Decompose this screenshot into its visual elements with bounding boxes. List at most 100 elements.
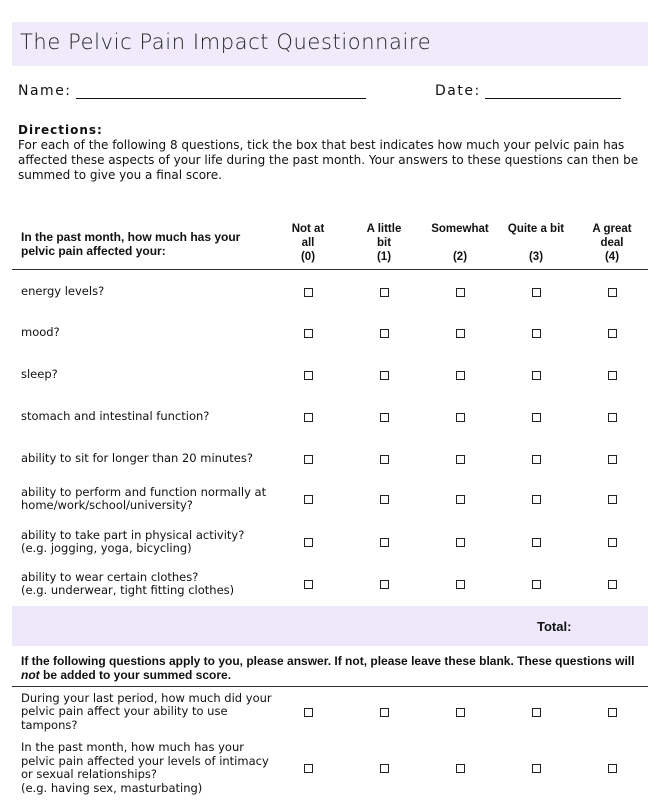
question-line: sleep? xyxy=(21,367,58,382)
checkbox[interactable] xyxy=(380,538,389,547)
column-label: Somewhat xyxy=(431,223,489,235)
checkbox[interactable] xyxy=(608,538,617,547)
directions-heading: Directions: xyxy=(18,123,103,137)
question-text: ability to wear certain clothes? (e.g. un… xyxy=(21,569,291,598)
column-label: all xyxy=(301,237,315,249)
question-text: sleep? xyxy=(21,368,291,382)
name-label: Name: xyxy=(18,83,72,99)
checkbox[interactable] xyxy=(304,495,313,504)
checkbox[interactable] xyxy=(380,288,389,297)
directions-text: For each of the following 8 questions, t… xyxy=(18,138,639,182)
checkbox[interactable] xyxy=(608,708,617,717)
checkbox[interactable] xyxy=(532,495,541,504)
checkbox[interactable] xyxy=(456,329,465,338)
question-line: ability to take part in physical activit… xyxy=(21,527,245,542)
checkbox[interactable] xyxy=(532,329,541,338)
checkbox[interactable] xyxy=(456,708,465,717)
column-score: (4) xyxy=(604,251,620,263)
checkbox[interactable] xyxy=(304,371,313,380)
checkbox[interactable] xyxy=(532,580,541,589)
checkbox[interactable] xyxy=(304,764,313,773)
checkbox[interactable] xyxy=(380,455,389,464)
question-text: ability to sit for longer than 20 minute… xyxy=(21,452,291,466)
column-score: (0) xyxy=(300,251,316,263)
question-text: energy levels? xyxy=(21,285,291,299)
checkbox[interactable] xyxy=(608,371,617,380)
checkbox[interactable] xyxy=(532,764,541,773)
column-label: A little xyxy=(366,223,402,235)
checkbox[interactable] xyxy=(456,580,465,589)
question-line: (e.g. underwear, tight fitting clothes) xyxy=(21,583,235,597)
column-score: (3) xyxy=(528,251,544,263)
checkbox[interactable] xyxy=(608,764,617,773)
checkbox[interactable] xyxy=(608,413,617,422)
header-rule xyxy=(12,269,648,270)
checkbox[interactable] xyxy=(304,455,313,464)
checkbox[interactable] xyxy=(456,413,465,422)
checkbox[interactable] xyxy=(608,288,617,297)
question-text: stomach and intestinal function? xyxy=(21,410,291,424)
total-band xyxy=(12,606,648,646)
column-label: Not at xyxy=(291,223,325,235)
title: The Pelvic Pain Impact Questionnaire xyxy=(20,30,432,54)
question-line: pelvic pain affected your levels of inti… xyxy=(21,753,269,768)
question-text: In the past month, how much has your pelv… xyxy=(21,740,291,795)
checkbox[interactable] xyxy=(532,288,541,297)
checkbox[interactable] xyxy=(380,413,389,422)
column-score: (2) xyxy=(452,251,468,263)
checkbox[interactable] xyxy=(608,580,617,589)
checkbox[interactable] xyxy=(608,455,617,464)
question-line: (e.g. having sex, masturbating) xyxy=(21,780,203,795)
checkbox[interactable] xyxy=(380,580,389,589)
checkbox[interactable] xyxy=(304,580,313,589)
checkbox[interactable] xyxy=(532,708,541,717)
instruction-part: If the following questions apply to you,… xyxy=(21,654,635,668)
question-line: mood? xyxy=(21,325,60,340)
column-label: bit xyxy=(376,237,392,249)
column-label: A great xyxy=(592,223,632,235)
question-line: ability to wear certain clothes? xyxy=(21,569,199,584)
checkbox[interactable] xyxy=(304,288,313,297)
checkbox[interactable] xyxy=(532,413,541,422)
optional-instruction: If the following questions apply to you,… xyxy=(21,654,646,682)
checkbox[interactable] xyxy=(532,455,541,464)
checkbox[interactable] xyxy=(608,495,617,504)
question-line: stomach and intestinal function? xyxy=(21,409,210,424)
checkbox[interactable] xyxy=(380,764,389,773)
checkbox[interactable] xyxy=(608,329,617,338)
checkbox[interactable] xyxy=(456,495,465,504)
name-field[interactable] xyxy=(76,98,366,99)
checkbox[interactable] xyxy=(456,371,465,380)
checkbox[interactable] xyxy=(304,708,313,717)
question-line: ability to perform and function normally… xyxy=(21,484,267,499)
question-line: energy levels? xyxy=(21,284,105,299)
checkbox[interactable] xyxy=(532,371,541,380)
title-bar xyxy=(12,22,648,66)
question-line: (e.g. jogging, yoga, bicycling) xyxy=(21,541,192,555)
question-line: During your last period, how much did yo… xyxy=(21,690,272,705)
checkbox[interactable] xyxy=(456,455,465,464)
checkbox[interactable] xyxy=(304,329,313,338)
checkbox[interactable] xyxy=(380,371,389,380)
checkbox[interactable] xyxy=(456,538,465,547)
question-line: tampons? xyxy=(21,717,78,732)
question-line: pelvic pain affect your ability to use xyxy=(21,704,228,719)
checkbox[interactable] xyxy=(380,708,389,717)
column-label: deal xyxy=(600,237,624,249)
question-line: ability to sit for longer than 20 minute… xyxy=(21,451,253,466)
checkbox[interactable] xyxy=(304,538,313,547)
checkbox[interactable] xyxy=(532,538,541,547)
date-label: Date: xyxy=(435,83,481,99)
question-text: mood? xyxy=(21,326,291,340)
instruction-part: not xyxy=(21,668,40,682)
checkbox[interactable] xyxy=(456,764,465,773)
question-line: home/work/school/university? xyxy=(21,498,193,512)
checkbox[interactable] xyxy=(456,288,465,297)
question-text: During your last period, how much did yo… xyxy=(21,690,291,733)
checkbox[interactable] xyxy=(304,413,313,422)
checkbox[interactable] xyxy=(380,495,389,504)
instruction-part: be added to your summed score. xyxy=(39,668,232,682)
date-field[interactable] xyxy=(485,98,621,99)
checkbox[interactable] xyxy=(380,329,389,338)
